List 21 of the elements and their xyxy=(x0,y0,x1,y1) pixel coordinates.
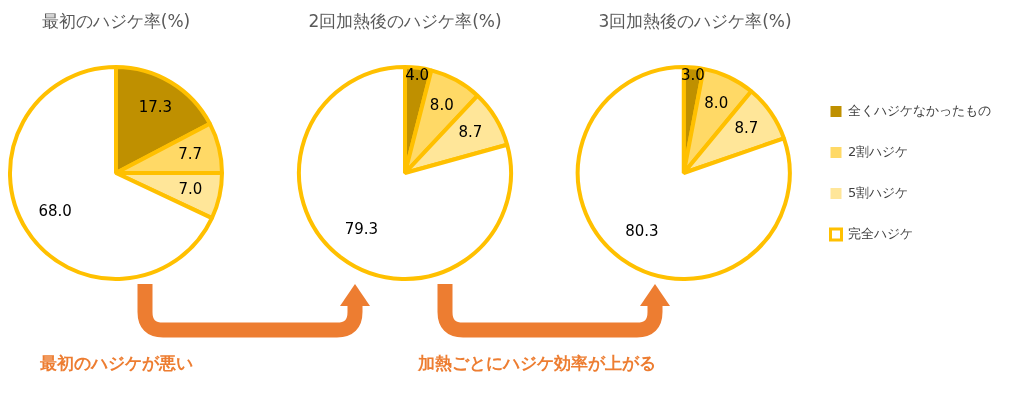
legend-label: 完全ハジケ xyxy=(848,225,913,241)
data-label: 79.3 xyxy=(344,220,379,239)
chart-title: 最初のハジケ率(%) xyxy=(40,10,192,33)
legend-label: 全くハジケなかったもの xyxy=(848,102,991,118)
data-label: 17.3 xyxy=(138,97,173,116)
chart-title: 3回加熱後のハジケ率(%) xyxy=(597,10,793,33)
text: 最初のハジケが悪い xyxy=(40,352,193,375)
text: 加熱ごとにハジケ効率が上がる xyxy=(418,352,656,375)
data-label: 7.0 xyxy=(178,179,203,198)
data-label: 8.0 xyxy=(704,93,729,112)
data-label: 80.3 xyxy=(625,221,659,240)
data-label: 4.0 xyxy=(405,66,430,85)
data-label: 8.0 xyxy=(429,96,454,115)
data-label: 7.7 xyxy=(178,144,203,163)
data-label: 8.7 xyxy=(734,119,759,138)
legend-label: 5割ハジケ xyxy=(848,184,909,200)
data-label: 8.7 xyxy=(458,123,483,142)
data-label: 68.0 xyxy=(38,201,72,220)
legend-label: 2割ハジケ xyxy=(848,143,909,159)
data-label: 3.0 xyxy=(681,65,705,84)
chart-title: 2回加熱後のハジケ率(%) xyxy=(307,10,503,33)
